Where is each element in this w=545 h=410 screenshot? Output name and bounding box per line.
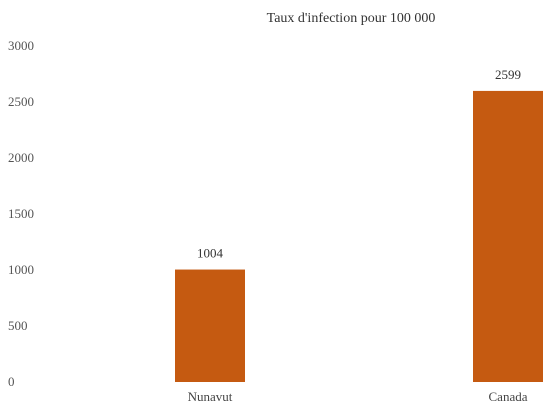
y-tick-label: 1000 — [8, 262, 34, 277]
chart-title: Taux d'infection pour 100 000 — [267, 11, 436, 26]
x-axis: Nunavut Canada — [188, 389, 528, 404]
y-tick-label: 3000 — [8, 38, 34, 53]
y-tick-label: 2500 — [8, 94, 34, 109]
x-tick-label: Canada — [489, 389, 528, 404]
data-labels: 1004 2599 — [197, 67, 521, 261]
data-label: 1004 — [197, 246, 224, 261]
bar-canada — [473, 90, 543, 383]
y-tick-label: 0 — [8, 374, 15, 389]
x-tick-label: Nunavut — [188, 389, 233, 404]
y-axis: 0 500 1000 1500 2000 2500 3000 — [8, 38, 34, 389]
data-label: 2599 — [495, 67, 521, 82]
bar-nunavut — [175, 269, 245, 382]
y-tick-label: 500 — [8, 318, 28, 333]
bars — [175, 90, 543, 383]
y-tick-label: 2000 — [8, 150, 34, 165]
y-tick-label: 1500 — [8, 206, 34, 221]
